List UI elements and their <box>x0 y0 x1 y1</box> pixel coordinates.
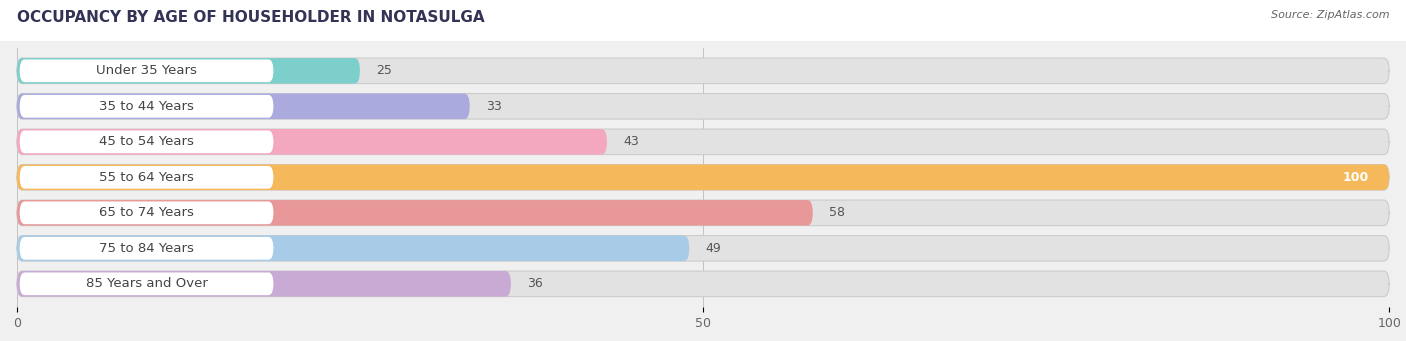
FancyBboxPatch shape <box>20 237 274 260</box>
Text: 100: 100 <box>1343 171 1368 184</box>
FancyBboxPatch shape <box>17 271 510 297</box>
FancyBboxPatch shape <box>20 95 274 118</box>
FancyBboxPatch shape <box>17 93 470 119</box>
Text: 35 to 44 Years: 35 to 44 Years <box>98 100 194 113</box>
Text: 58: 58 <box>830 206 845 219</box>
FancyBboxPatch shape <box>17 58 360 84</box>
Text: 43: 43 <box>623 135 640 148</box>
FancyBboxPatch shape <box>17 58 1389 84</box>
Text: 55 to 64 Years: 55 to 64 Years <box>98 171 194 184</box>
FancyBboxPatch shape <box>20 202 274 224</box>
FancyBboxPatch shape <box>17 236 1389 261</box>
FancyBboxPatch shape <box>17 129 1389 154</box>
FancyBboxPatch shape <box>20 166 274 189</box>
FancyBboxPatch shape <box>17 165 1389 190</box>
FancyBboxPatch shape <box>17 165 1389 190</box>
Text: 36: 36 <box>527 277 543 290</box>
FancyBboxPatch shape <box>20 272 274 295</box>
FancyBboxPatch shape <box>20 131 274 153</box>
Text: 65 to 74 Years: 65 to 74 Years <box>98 206 194 219</box>
Text: Source: ZipAtlas.com: Source: ZipAtlas.com <box>1271 10 1389 20</box>
Text: 25: 25 <box>377 64 392 77</box>
FancyBboxPatch shape <box>17 200 1389 226</box>
FancyBboxPatch shape <box>17 93 1389 119</box>
Text: 49: 49 <box>706 242 721 255</box>
Text: 45 to 54 Years: 45 to 54 Years <box>98 135 194 148</box>
Text: 85 Years and Over: 85 Years and Over <box>86 277 208 290</box>
FancyBboxPatch shape <box>17 271 1389 297</box>
Text: 33: 33 <box>486 100 502 113</box>
Text: OCCUPANCY BY AGE OF HOUSEHOLDER IN NOTASULGA: OCCUPANCY BY AGE OF HOUSEHOLDER IN NOTAS… <box>17 10 485 25</box>
FancyBboxPatch shape <box>17 129 607 154</box>
FancyBboxPatch shape <box>17 236 689 261</box>
Text: Under 35 Years: Under 35 Years <box>96 64 197 77</box>
FancyBboxPatch shape <box>20 59 274 82</box>
Text: 75 to 84 Years: 75 to 84 Years <box>98 242 194 255</box>
FancyBboxPatch shape <box>17 200 813 226</box>
